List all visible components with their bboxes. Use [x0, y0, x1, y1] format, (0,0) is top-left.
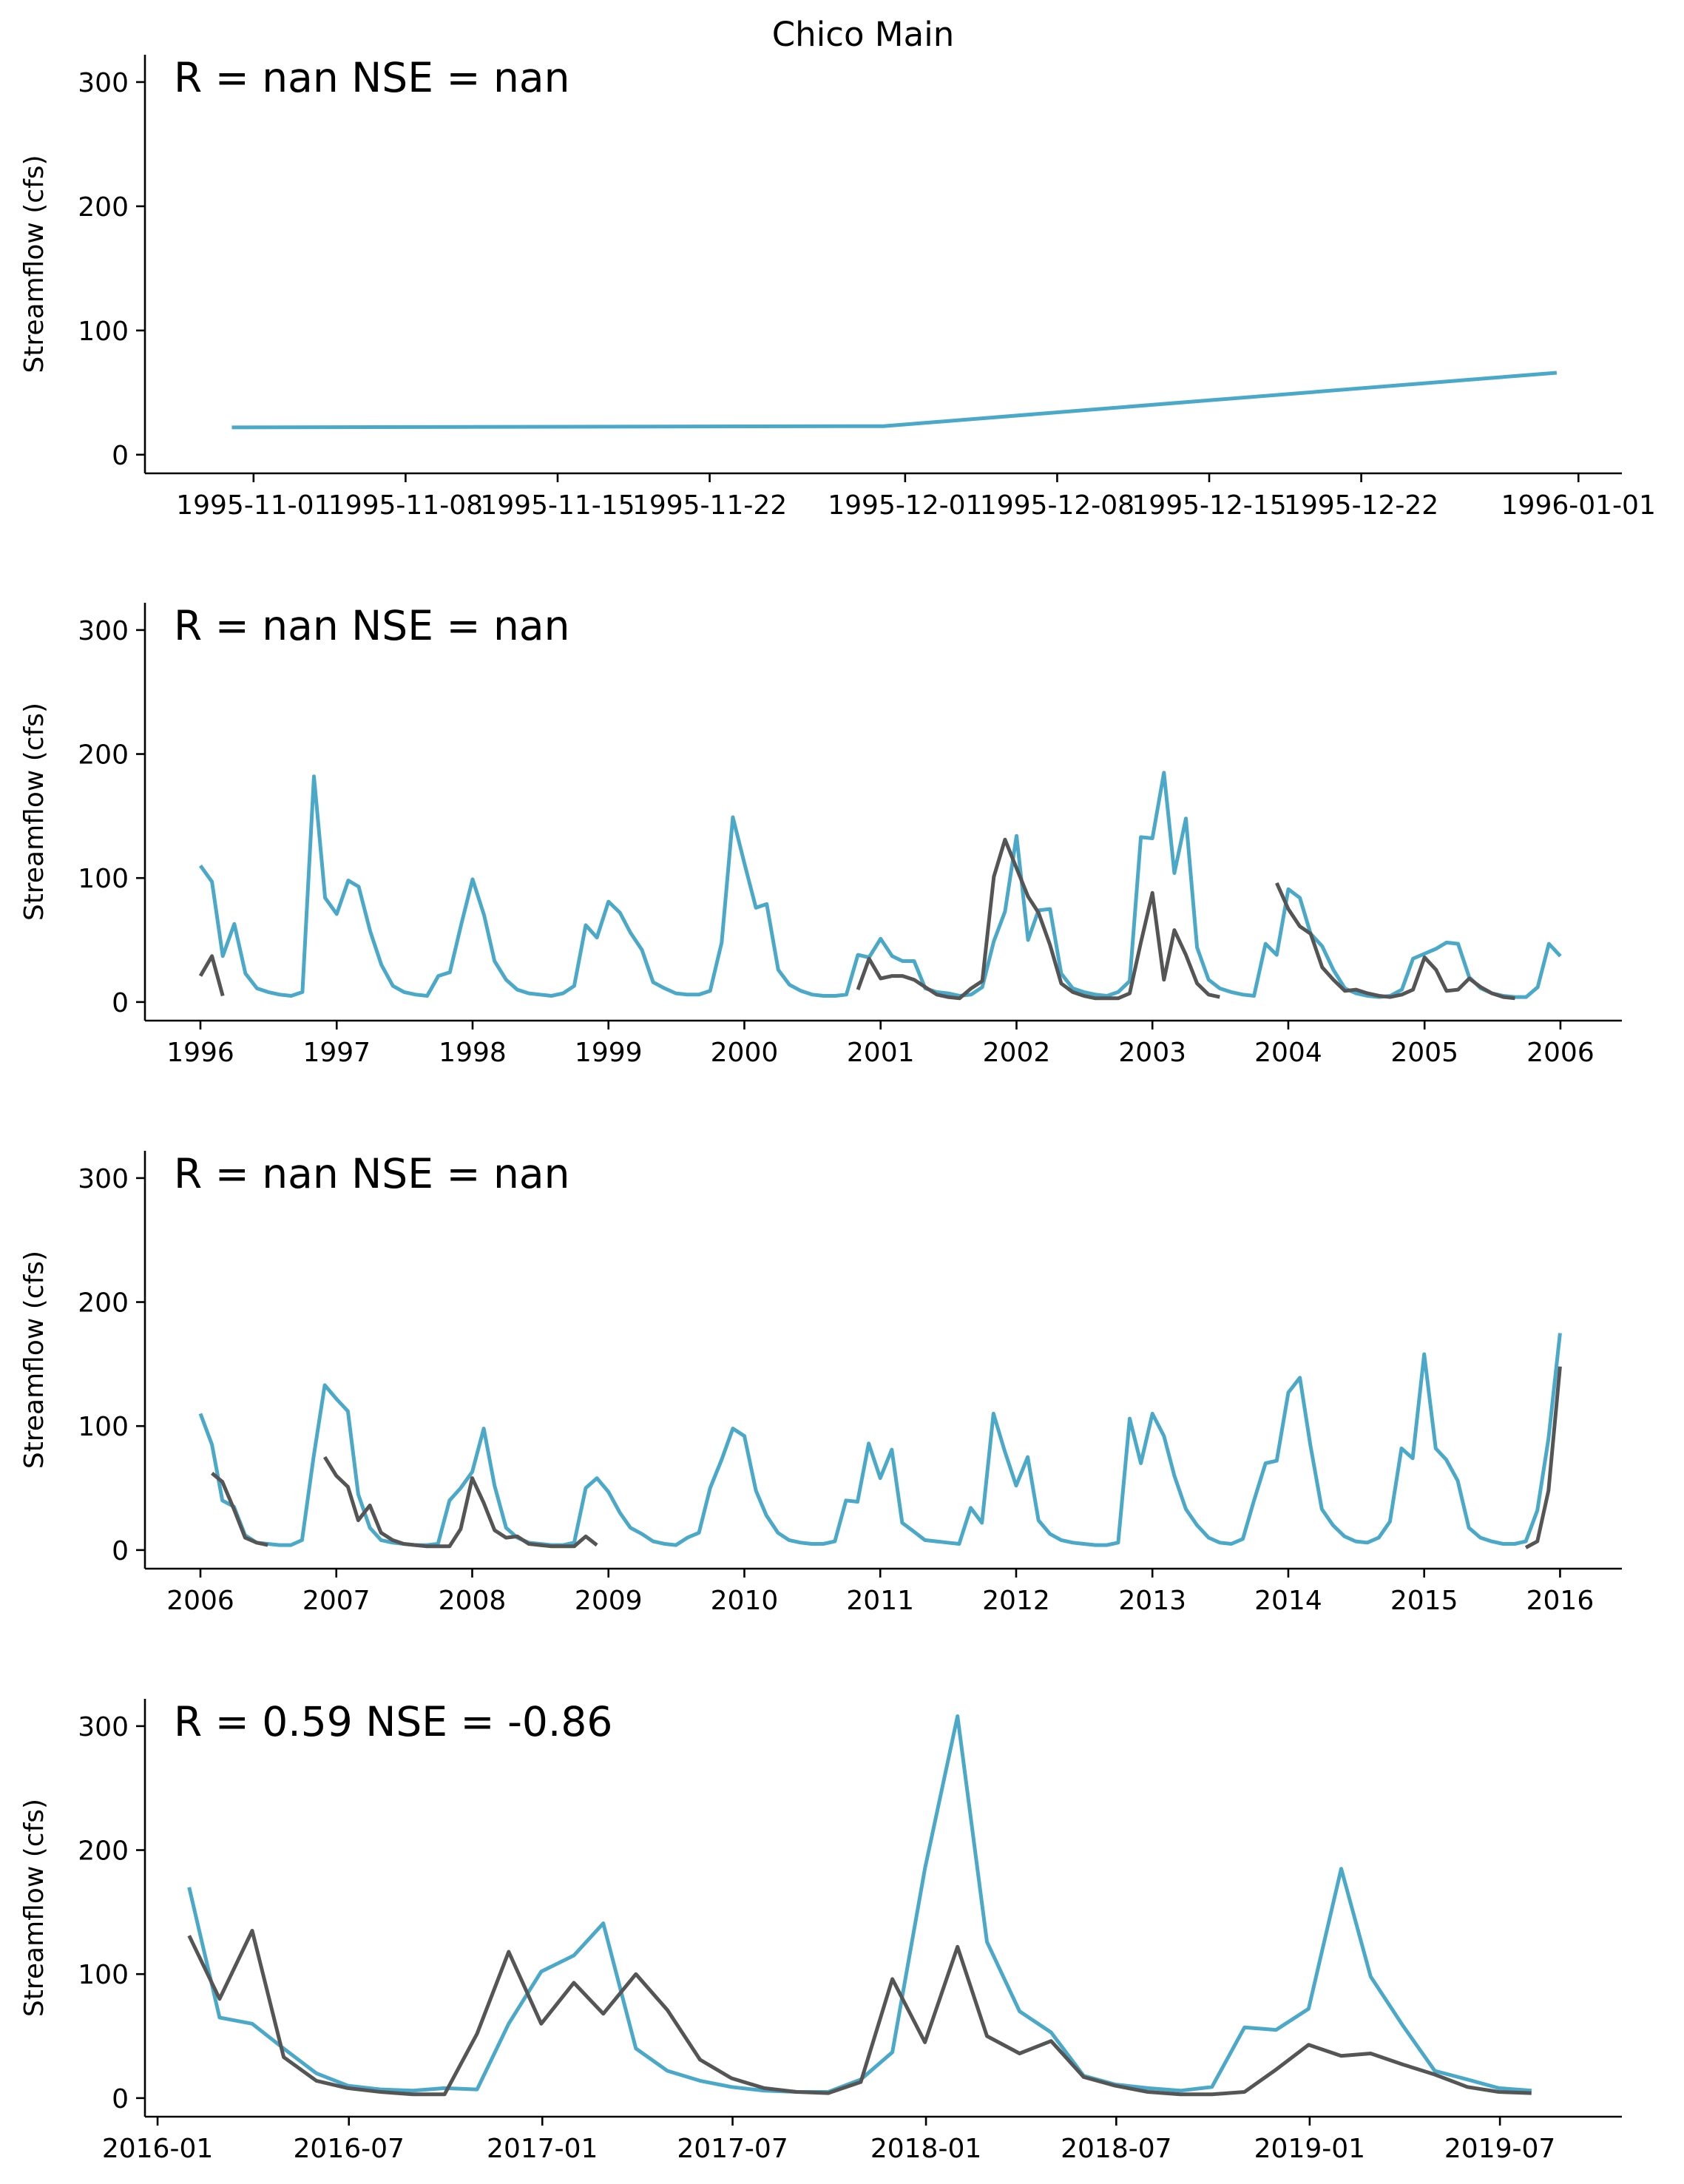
series-line-1: [198, 771, 1562, 999]
y-axis-label: Streamflow (cfs): [19, 1799, 50, 2017]
x-tick-label: 1995-11-08: [328, 490, 483, 521]
x-tick-label: 2018-01: [870, 2134, 981, 2164]
x-tick-label: 2019-01: [1254, 2134, 1365, 2164]
x-tick-label: 2002: [983, 1038, 1051, 1068]
x-tick-label: 2012: [982, 1586, 1050, 1616]
x-tick-label: 2003: [1118, 1038, 1186, 1068]
x-tick-label: 2018-07: [1061, 2134, 1171, 2164]
chart-panel-3: 0 100 200 300 2006 2007 2008 2009 2010 2011 2012 20…: [19, 1150, 1622, 1616]
x-tick-label: 1995-11-15: [480, 490, 635, 521]
x-tick-label: 2017-01: [487, 2134, 598, 2164]
series-line-3: [322, 1456, 598, 1549]
y-tick-label: 100: [78, 864, 129, 894]
x-tick-label: 2017-07: [677, 2134, 788, 2164]
x-tick-label: 2006: [1526, 1038, 1595, 1068]
series-line-2: [187, 1929, 1532, 2097]
x-tick-label: 1998: [439, 1038, 507, 1068]
x-tick-label: 2008: [439, 1586, 507, 1616]
figure-title: Chico Main: [772, 15, 954, 54]
y-tick-label: 200: [78, 192, 129, 223]
x-tick-label: 2015: [1390, 1586, 1458, 1616]
x-tick-label: 1999: [575, 1038, 643, 1068]
x-tick-label: 1995-12-22: [1284, 490, 1438, 521]
y-tick-label: 100: [78, 317, 129, 347]
x-tick-label: 1997: [302, 1038, 371, 1068]
y-tick-label: 0: [112, 988, 129, 1018]
y-axis-label: Streamflow (cfs): [19, 703, 50, 921]
x-tick-label: 1995-12-15: [1132, 490, 1286, 521]
x-tick-label: 2001: [847, 1038, 915, 1068]
x-tick-label: 2000: [711, 1038, 779, 1068]
x-tick-label: 1995-11-01: [176, 490, 331, 521]
x-tick-label: 2016-01: [102, 2134, 213, 2164]
y-tick-label: 100: [78, 1960, 129, 1990]
x-tick-label: 2005: [1390, 1038, 1458, 1068]
y-axis-label: Streamflow (cfs): [19, 155, 50, 373]
y-tick-label: 300: [78, 616, 129, 646]
y-tick-label: 0: [112, 2084, 129, 2114]
chart-panel-1: 0 100 200 300 1995-11-011995-11-081995-11-15…: [19, 54, 1656, 521]
series-line-2: [198, 954, 225, 997]
series-line-4: [1275, 882, 1515, 1001]
metrics-annotation: R = nan NSE = nan: [174, 1150, 569, 1197]
y-tick-label: 200: [78, 1836, 129, 1867]
x-tick-label: 1996-01-01: [1501, 490, 1656, 521]
y-tick-label: 300: [78, 68, 129, 98]
x-tick-label: 2016-07: [294, 2134, 405, 2164]
y-tick-label: 200: [78, 1288, 129, 1319]
metrics-annotation: R = nan NSE = nan: [174, 54, 569, 101]
y-tick-label: 300: [78, 1164, 129, 1194]
y-axis-label: Streamflow (cfs): [19, 1251, 50, 1469]
series-line-3: [856, 837, 1220, 1001]
x-tick-label: 2010: [711, 1586, 779, 1616]
series-line-1: [231, 371, 1558, 430]
x-tick-label: 2019-07: [1444, 2134, 1555, 2164]
x-tick-label: 2016: [1526, 1586, 1595, 1616]
x-tick-label: 2006: [166, 1586, 234, 1616]
chart-panel-4: 0 100 200 300 2016-01 2016-07 2017-01 2017-07 20…: [19, 1698, 1622, 2164]
y-tick-label: 0: [112, 1536, 129, 1566]
x-tick-label: 2009: [575, 1586, 643, 1616]
metrics-annotation: R = nan NSE = nan: [174, 602, 569, 649]
y-tick-label: 100: [78, 1412, 129, 1442]
series-line-4: [1524, 1366, 1562, 1549]
y-tick-label: 300: [78, 1712, 129, 1742]
chart-panel-2: 0 100 200 300 1996 1997 1998 1999 2000 2001 2002 20…: [19, 602, 1622, 1068]
y-tick-label: 0: [112, 441, 129, 471]
x-tick-label: 2011: [846, 1586, 914, 1616]
x-tick-label: 1995-12-01: [828, 490, 982, 521]
x-tick-label: 2007: [302, 1586, 371, 1616]
x-tick-label: 1995-12-08: [980, 490, 1134, 521]
x-tick-label: 2013: [1118, 1586, 1186, 1616]
y-tick-label: 200: [78, 740, 129, 771]
x-tick-label: 2004: [1254, 1038, 1322, 1068]
series-line-2: [211, 1471, 268, 1547]
x-tick-label: 1995-11-22: [632, 490, 787, 521]
metrics-annotation: R = 0.59 NSE = -0.86: [174, 1698, 612, 1745]
x-tick-label: 1996: [166, 1038, 234, 1068]
x-tick-label: 2014: [1254, 1586, 1322, 1616]
